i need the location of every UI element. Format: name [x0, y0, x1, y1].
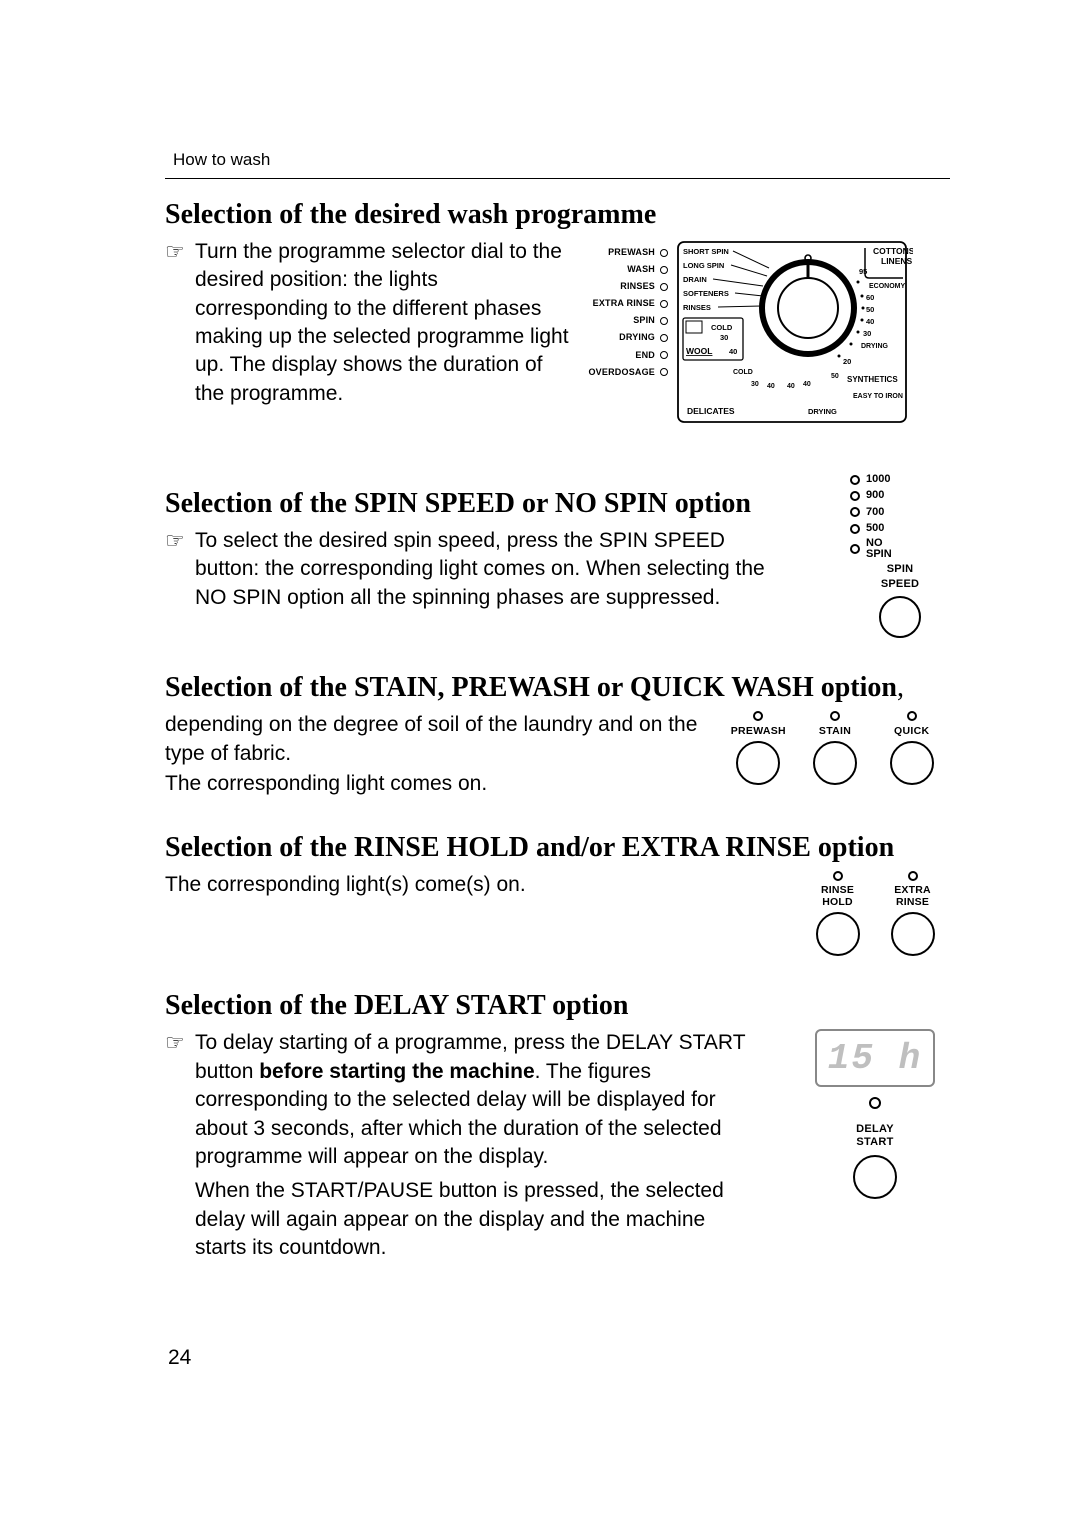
spin-option: 500 [866, 521, 884, 536]
svg-text:30: 30 [863, 329, 871, 338]
dial-text: COTTONS [873, 246, 913, 256]
svg-text:SYNTHETICS: SYNTHETICS [847, 375, 898, 384]
svg-text:40: 40 [787, 383, 795, 390]
button-label: QUICK [873, 725, 950, 737]
svg-text:WOOL: WOOL [686, 346, 712, 356]
svg-text:COLD: COLD [711, 323, 733, 332]
svg-text:40: 40 [767, 383, 775, 390]
page-number: 24 [168, 1346, 191, 1370]
svg-text:SOFTENERS: SOFTENERS [683, 289, 729, 298]
svg-text:DELICATES: DELICATES [687, 406, 735, 416]
phase-label: DRYING [619, 329, 655, 346]
section-spin-speed: Selection of the SPIN SPEED or NO SPIN o… [165, 486, 950, 638]
svg-text:50: 50 [831, 373, 839, 380]
delay-start-diagram: 15 h DELAY START [800, 1029, 950, 1198]
rinse-hold-button-icon [816, 912, 860, 956]
delay-display: 15 h [815, 1029, 935, 1087]
section-wash-programme: Selection of the desired wash programme … [165, 197, 950, 438]
phase-label: WASH [627, 261, 655, 278]
programme-dial-diagram: PREWASH WASH RINSES EXTRA RINSE SPIN DRY… [583, 238, 913, 438]
spin-speed-label: SPIN [887, 563, 913, 575]
dial-text: LINENS [881, 256, 913, 266]
sec3-follow: The corresponding light comes on. [165, 770, 700, 798]
delay-led-icon [869, 1097, 881, 1109]
sec4-title: Selection of the RINSE HOLD and/or EXTRA… [165, 830, 950, 865]
phase-label: EXTRA RINSE [593, 295, 655, 312]
delay-start-button-icon [853, 1155, 897, 1199]
button-label: PREWASH [720, 725, 797, 737]
delay-label: START [856, 1136, 893, 1148]
spin-option: 700 [866, 505, 884, 520]
sec2-body: To select the desired spin speed, press … [195, 527, 785, 612]
svg-text:RINSES: RINSES [683, 303, 711, 312]
spin-speed-button-icon [879, 596, 921, 638]
svg-text:60: 60 [866, 293, 874, 302]
quick-button-icon [890, 741, 934, 785]
hand-icon: ☞ [165, 238, 195, 267]
phase-label: OVERDOSAGE [588, 364, 655, 381]
header-divider [165, 178, 950, 179]
svg-text:30: 30 [720, 333, 728, 342]
extra-rinse-button-icon [891, 912, 935, 956]
sec1-body: Turn the programme selector dial to the … [195, 238, 575, 408]
svg-text:50: 50 [866, 305, 874, 314]
sec5-body2: When the START/PAUSE button is pressed, … [195, 1177, 755, 1262]
svg-text:EASY TO IRON: EASY TO IRON [853, 393, 903, 400]
sec3-title: Selection of the STAIN, PREWASH or QUICK… [165, 670, 950, 705]
hand-icon: ☞ [165, 527, 195, 556]
svg-text:SHORT SPIN: SHORT SPIN [683, 247, 729, 256]
button-label: EXTRA [894, 884, 931, 896]
three-button-diagram: PREWASH STAIN QUICK [720, 711, 950, 785]
phase-label: PREWASH [608, 244, 655, 261]
svg-text:DRYING: DRYING [808, 407, 837, 416]
svg-text:COLD: COLD [733, 369, 753, 376]
svg-text:LONG SPIN: LONG SPIN [683, 261, 724, 270]
spin-option: 900 [866, 488, 884, 503]
stain-button-icon [813, 741, 857, 785]
prewash-button-icon [736, 741, 780, 785]
two-button-diagram: RINSEHOLD EXTRARINSE [800, 871, 950, 956]
phase-label: END [635, 347, 655, 364]
svg-text:DRYING: DRYING [861, 343, 889, 350]
phase-label: RINSES [620, 278, 655, 295]
sec5-body1: To delay starting of a programme, press … [195, 1029, 755, 1171]
svg-text:95: 95 [859, 267, 867, 276]
spin-option: SPIN [866, 548, 892, 560]
page-header: How to wash [165, 150, 950, 170]
hand-icon: ☞ [165, 1029, 195, 1058]
section-stain-prewash-quick: Selection of the STAIN, PREWASH or QUICK… [165, 670, 950, 798]
svg-text:DRAIN: DRAIN [683, 275, 707, 284]
sec1-title: Selection of the desired wash programme [165, 197, 950, 232]
delay-label: DELAY [856, 1123, 894, 1135]
svg-text:40: 40 [803, 381, 811, 388]
button-label: RINSE [821, 884, 854, 896]
section-delay-start: Selection of the DELAY START option ☞ To… [165, 988, 950, 1262]
svg-text:30: 30 [751, 381, 759, 388]
sec2-title: Selection of the SPIN SPEED or NO SPIN o… [165, 486, 830, 521]
spin-speed-label: SPEED [881, 578, 919, 590]
spin-speed-diagram: 1000 900 700 500 NO SPIN SPIN SPEED [850, 472, 950, 638]
button-label: RINSE [896, 896, 929, 908]
button-label: HOLD [822, 896, 853, 908]
svg-text:ECONOMY: ECONOMY [869, 283, 906, 290]
sec5-title: Selection of the DELAY START option [165, 988, 950, 1023]
section-rinse-hold-extra: Selection of the RINSE HOLD and/or EXTRA… [165, 830, 950, 956]
sec4-body: The corresponding light(s) come(s) on. [165, 871, 780, 899]
spin-option: 1000 [866, 472, 890, 487]
button-label: STAIN [797, 725, 874, 737]
phase-label: SPIN [633, 312, 655, 329]
sec3-lead: depending on the degree of soil of the l… [165, 711, 700, 768]
svg-text:20: 20 [843, 357, 851, 366]
svg-text:40: 40 [866, 317, 874, 326]
svg-text:40: 40 [729, 347, 737, 356]
